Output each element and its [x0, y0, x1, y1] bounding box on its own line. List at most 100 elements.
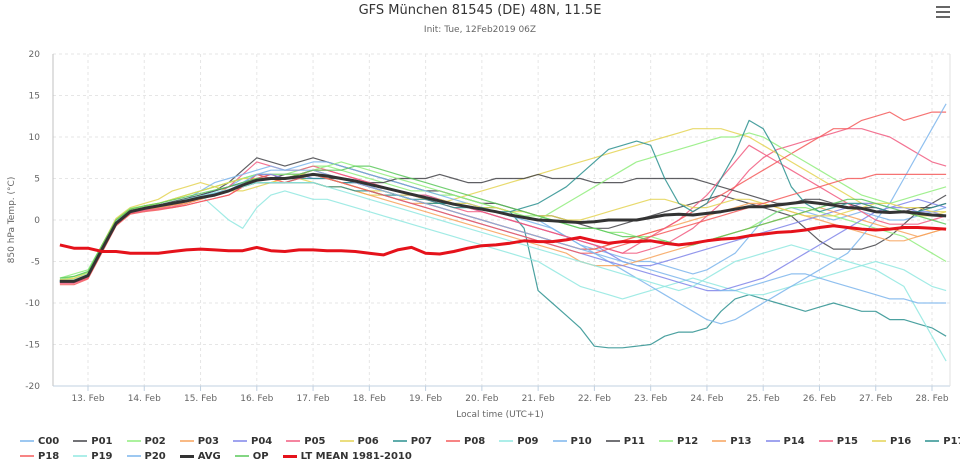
hamburger-menu-icon[interactable] — [936, 6, 950, 18]
series-line-p09[interactable] — [59, 190, 947, 362]
legend-item-p17[interactable]: P17 — [925, 436, 960, 447]
legend-label: OP — [252, 451, 269, 462]
legend-item-lt-mean-1981-2010[interactable]: LT MEAN 1981-2010 — [282, 451, 412, 462]
legend-item-p03[interactable]: P03 — [179, 436, 219, 447]
series-line-op[interactable] — [59, 165, 947, 279]
x-tick-label: 21. Feb — [522, 394, 555, 404]
y-tick-label: -5 — [31, 258, 40, 268]
legend-swatch — [73, 440, 88, 442]
x-axis-title: Local time (UTC+1) — [456, 410, 544, 420]
legend-item-p11[interactable]: P11 — [605, 436, 646, 447]
temperature-chart: 20 15 10 5 0 -5 -10 -15 -20 13. Feb 14. Feb 15. Fe… — [7, 50, 951, 420]
legend-label: P06 — [357, 436, 379, 447]
series-line-lt-mean-1981-2010[interactable] — [59, 224, 947, 257]
legend-item-p12[interactable]: P12 — [659, 436, 698, 447]
legend-swatch — [339, 440, 354, 442]
legend-item-p10[interactable]: P10 — [552, 436, 592, 447]
series-line-p20[interactable] — [59, 169, 947, 304]
legend-swatch — [233, 440, 248, 442]
legend-label: P17 — [943, 436, 960, 447]
legend-swatch — [392, 440, 407, 442]
legend-item-avg[interactable]: AVG — [179, 451, 221, 462]
legend-label: LT MEAN 1981-2010 — [300, 451, 412, 462]
series-line-avg[interactable] — [59, 172, 947, 283]
legend-label: P12 — [677, 436, 699, 447]
x-tick-label: 15. Feb — [184, 394, 217, 404]
legend-label: P05 — [304, 436, 326, 447]
y-tick-label: 10 — [29, 133, 41, 143]
legend-label: P18 — [38, 451, 60, 462]
legend-item-c00[interactable]: C00 — [20, 436, 59, 447]
series-line-p19[interactable] — [59, 182, 947, 292]
legend-label: P14 — [783, 436, 805, 447]
x-tick-label: 20. Feb — [465, 394, 498, 404]
legend-label: P19 — [91, 451, 113, 462]
legend-item-p04[interactable]: P04 — [233, 436, 272, 447]
legend: C00 P01 P02 P03 P04 P05 P06 P07 P08 P09 P10 P11 P12 P… — [20, 436, 960, 466]
legend-swatch — [126, 440, 141, 442]
legend-swatch — [179, 440, 194, 442]
legend-item-p05[interactable]: P05 — [286, 436, 326, 447]
legend-swatch — [234, 455, 249, 457]
legend-swatch — [446, 440, 461, 442]
legend-swatch — [765, 440, 780, 442]
x-tick-label: 18. Feb — [353, 394, 386, 404]
legend-swatch — [659, 440, 674, 442]
x-tick-label: 26. Feb — [803, 394, 836, 404]
series-line-p12[interactable] — [59, 132, 947, 281]
legend-item-p07[interactable]: P07 — [392, 436, 433, 447]
legend-swatch — [126, 455, 141, 457]
series-line-p18[interactable] — [59, 173, 947, 286]
legend-item-op[interactable]: OP — [234, 451, 269, 462]
grid — [53, 53, 950, 386]
y-tick-label: 20 — [29, 50, 41, 60]
x-tick-label: 24. Feb — [690, 394, 723, 404]
legend-item-p13[interactable]: P13 — [712, 436, 752, 447]
chart-title: GFS München 81545 (DE) 48N, 11.5E — [358, 3, 602, 18]
legend-item-p15[interactable]: P15 — [818, 436, 859, 447]
legend-item-p08[interactable]: P08 — [446, 436, 485, 447]
legend-label: P02 — [144, 436, 166, 447]
legend-swatch — [605, 440, 620, 442]
legend-item-p02[interactable]: P02 — [126, 436, 166, 447]
y-tick-label: -10 — [25, 299, 40, 309]
x-tick-label: 13. Feb — [71, 394, 104, 404]
x-axis-ticks: 13. Feb 14. Feb 15. Feb 16. Feb 17. Feb 18. F… — [71, 386, 949, 404]
legend-item-p01[interactable]: P01 — [73, 436, 113, 447]
legend-swatch — [20, 440, 34, 442]
x-tick-label: 17. Feb — [297, 394, 330, 404]
y-tick-label: -20 — [25, 382, 40, 392]
legend-item-p19[interactable]: P19 — [73, 451, 113, 462]
legend-swatch — [179, 454, 194, 458]
legend-label: P11 — [623, 436, 646, 447]
legend-label: P07 — [410, 436, 433, 447]
legend-swatch — [872, 440, 887, 442]
series-line-p06[interactable] — [59, 128, 947, 281]
legend-row: C00 P01 P02 P03 P04 P05 P06 P07 P08 P09 P10 P11 P12 P… — [20, 436, 960, 451]
legend-item-p18[interactable]: P18 — [20, 451, 59, 462]
series-line-p01[interactable] — [59, 157, 947, 282]
legend-swatch — [73, 455, 88, 457]
x-tick-label: 14. Feb — [128, 394, 161, 404]
legend-swatch — [552, 440, 567, 442]
legend-label: P15 — [836, 436, 859, 447]
legend-label: P20 — [144, 451, 166, 462]
series-group — [59, 103, 947, 362]
x-tick-label: 27. Feb — [859, 394, 892, 404]
legend-label: P04 — [251, 436, 273, 447]
legend-label: P13 — [730, 436, 752, 447]
y-tick-label: -15 — [25, 341, 40, 351]
x-tick-label: 25. Feb — [747, 394, 780, 404]
legend-swatch — [282, 454, 297, 458]
legend-row: P18 P19 P20 AVG OP LT MEAN 1981-2010 — [20, 451, 960, 466]
legend-item-p06[interactable]: P06 — [339, 436, 379, 447]
legend-swatch — [712, 440, 727, 442]
x-tick-label: 28. Feb — [915, 394, 948, 404]
legend-item-p09[interactable]: P09 — [499, 436, 539, 447]
x-tick-label: 22. Feb — [578, 394, 611, 404]
legend-label: AVG — [197, 451, 221, 462]
legend-label: P09 — [517, 436, 539, 447]
legend-item-p14[interactable]: P14 — [765, 436, 805, 447]
legend-item-p20[interactable]: P20 — [126, 451, 166, 462]
legend-item-p16[interactable]: P16 — [872, 436, 911, 447]
